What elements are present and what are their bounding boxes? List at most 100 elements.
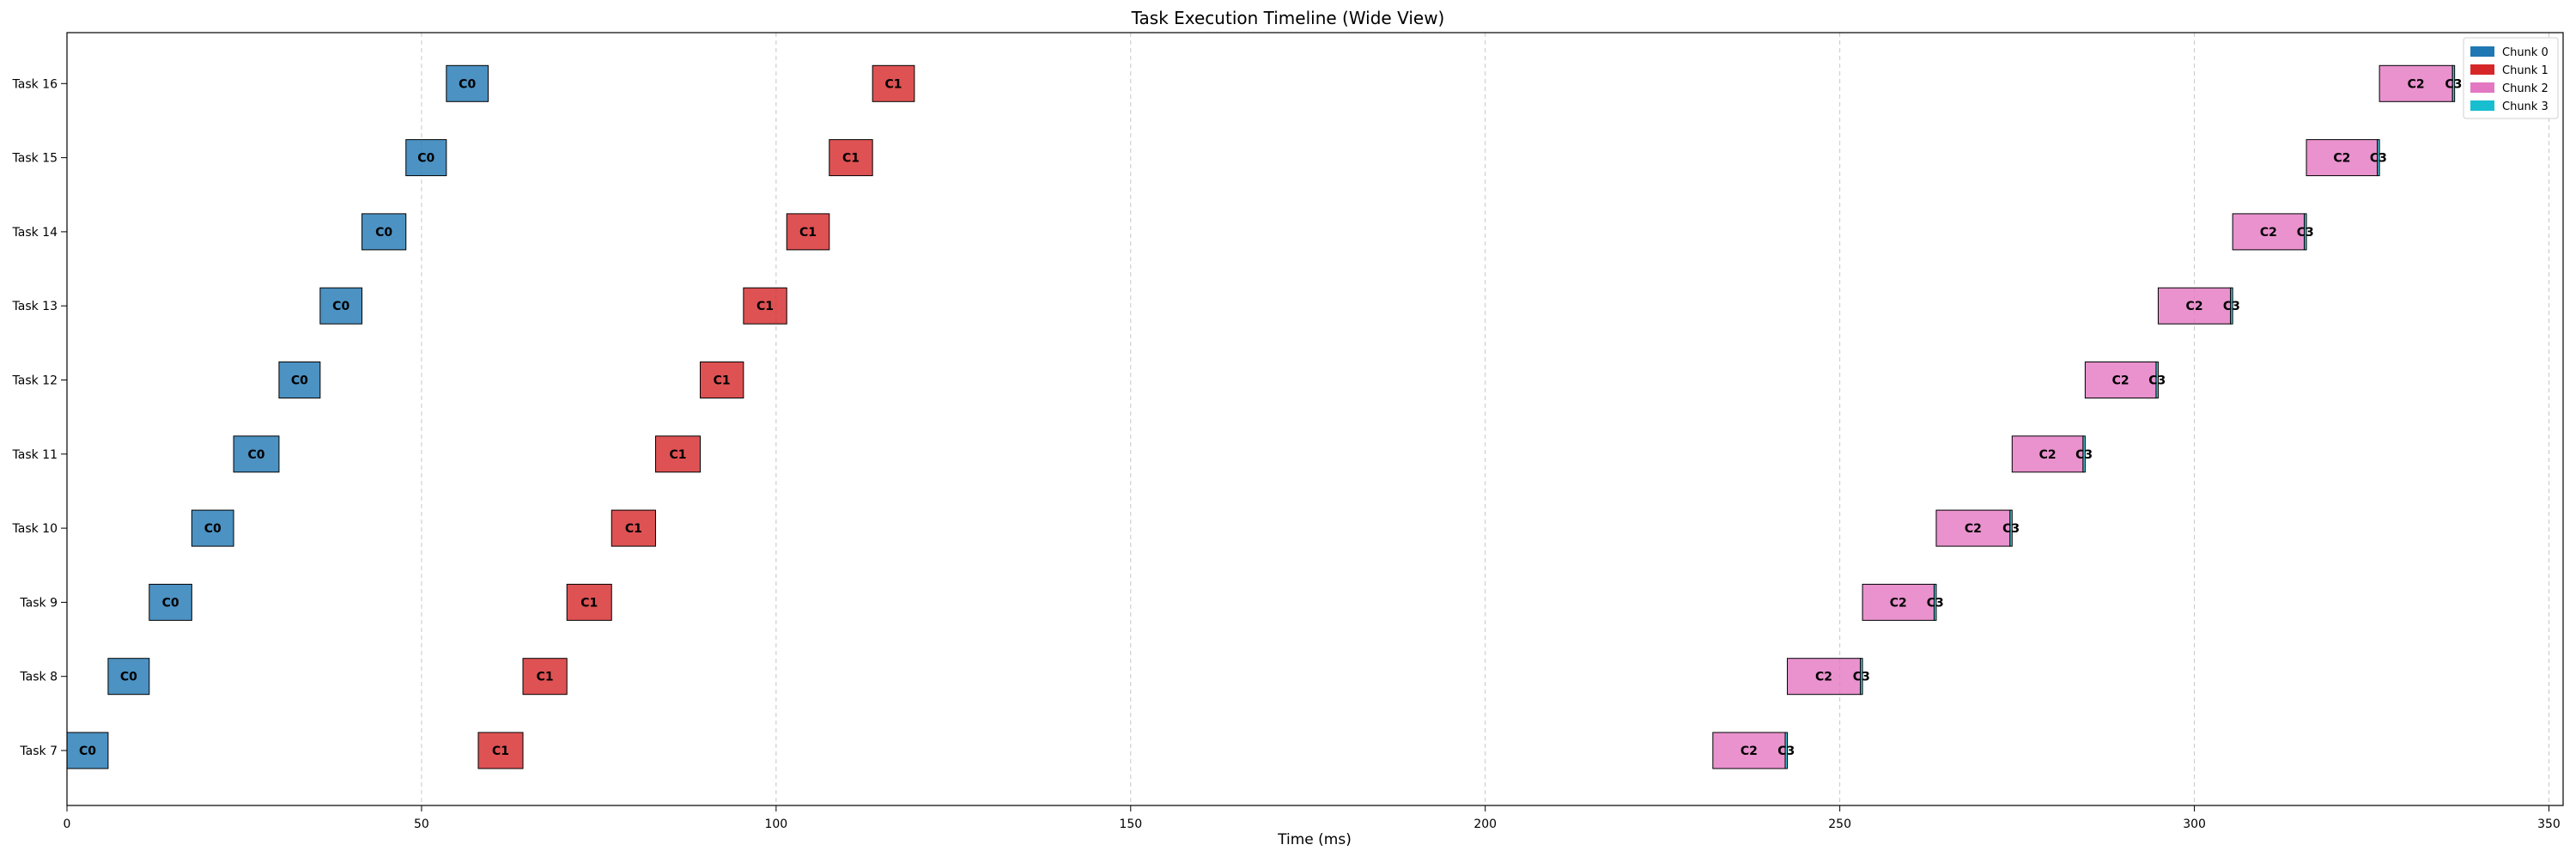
x-tick-label: 200 xyxy=(1473,817,1497,831)
bar-chunk-3 xyxy=(2082,435,2086,473)
bar-label: C0 xyxy=(247,448,264,462)
bar-label: C1 xyxy=(756,300,774,313)
legend-label: Chunk 0 xyxy=(2502,46,2549,59)
bar-label: C1 xyxy=(537,671,554,684)
bar-chunk-3 xyxy=(1784,732,1789,769)
bar-label: C0 xyxy=(162,596,179,610)
bar-label: C0 xyxy=(204,522,222,536)
legend-label: Chunk 2 xyxy=(2502,82,2549,95)
bar-chunk-2 xyxy=(2306,139,2379,177)
bar-chunk-3 xyxy=(1860,658,1863,696)
bar-chunk-0 xyxy=(107,658,150,696)
legend-box xyxy=(2463,37,2559,119)
bar-chunk-3 xyxy=(2304,213,2307,251)
bar-chunk-0 xyxy=(191,509,234,547)
bar-label: C3 xyxy=(2297,226,2314,240)
bar-chunk-1 xyxy=(477,732,524,769)
y-tick-label: Task 16 xyxy=(12,77,58,91)
bar-chunk-2 xyxy=(2011,435,2084,473)
bar-chunk-0 xyxy=(233,435,280,473)
bar-chunk-2 xyxy=(2232,213,2306,251)
bar-label: C2 xyxy=(1890,596,1907,610)
bar-label: C0 xyxy=(332,300,349,313)
legend: Chunk 0 Chunk 1 Chunk 2 Chunk 3 xyxy=(2463,37,2559,119)
x-tick-label: 50 xyxy=(414,817,429,831)
bar-chunk-1 xyxy=(786,213,830,251)
bar-chunk-0 xyxy=(149,583,192,621)
legend-swatch xyxy=(2470,82,2494,93)
bar-chunk-3 xyxy=(2230,287,2233,325)
bar-label: C1 xyxy=(669,448,686,462)
bar-label: C3 xyxy=(2075,448,2093,462)
y-tick-label: Task 12 xyxy=(12,374,58,388)
bar-label: C3 xyxy=(2002,522,2020,536)
bar-chunk-3 xyxy=(2451,64,2456,102)
bar-chunk-2 xyxy=(1935,509,2011,547)
bar-chunk-0 xyxy=(278,362,321,398)
y-tick-label: Task 11 xyxy=(12,448,58,462)
x-tick-label: 150 xyxy=(1119,817,1142,831)
bar-chunk-0 xyxy=(446,64,489,102)
bar-label: C1 xyxy=(799,226,817,240)
x-tick-label: 100 xyxy=(764,817,787,831)
bar-label: C0 xyxy=(79,744,96,758)
x-axis-label: Time (ms) xyxy=(1277,831,1352,848)
bar-label: C1 xyxy=(842,152,860,166)
legend-swatch xyxy=(2470,64,2494,75)
bar-label: C0 xyxy=(375,226,392,240)
bar-label: C2 xyxy=(2039,448,2057,462)
bar-label: C2 xyxy=(1741,744,1758,758)
bar-label: C1 xyxy=(885,77,902,91)
bar-chunk-0 xyxy=(66,732,109,769)
bar-chunk-1 xyxy=(699,362,744,398)
bar-chunk-3 xyxy=(1933,583,1937,621)
bar-label: C3 xyxy=(1927,596,1944,610)
bar-chunk-0 xyxy=(405,139,447,177)
bar-label: C2 xyxy=(2333,152,2350,166)
bar-chunk-1 xyxy=(611,509,656,547)
bar-label: C0 xyxy=(417,152,434,166)
bar-chunk-1 xyxy=(829,139,873,177)
chart-title: Task Execution Timeline (Wide View) xyxy=(1131,8,1445,28)
bar-chunk-3 xyxy=(2009,509,2013,547)
bar-label: C2 xyxy=(1815,671,1832,684)
bar-chunk-3 xyxy=(2377,139,2380,177)
y-tick-label: Task 7 xyxy=(19,744,58,758)
y-tick-label: Task 10 xyxy=(12,522,58,536)
bar-layer: C0 C1 C2 C3 C0 C1 C2 C3 C0 C1 C2 C3 C0 C1 C2 C3 C0 C1 C2 C3… xyxy=(66,64,2462,769)
bar-chunk-1 xyxy=(743,287,787,325)
bar-chunk-1 xyxy=(654,435,701,473)
bar-label: C2 xyxy=(2408,77,2425,91)
bar-chunk-2 xyxy=(2157,287,2232,325)
y-tick-label: Task 14 xyxy=(12,226,58,240)
bar-chunk-0 xyxy=(361,213,407,251)
axis-layer: 0 50 100 150 200 250 300 350 Task 7 Task 8 Task 9 T… xyxy=(12,77,2561,831)
legend-swatch xyxy=(2470,100,2494,111)
y-tick-label: Task 9 xyxy=(19,596,58,610)
x-tick-label: 350 xyxy=(2537,817,2561,831)
bar-chunk-1 xyxy=(872,64,915,102)
bar-label: C2 xyxy=(2186,300,2203,313)
bar-label: C1 xyxy=(492,744,509,758)
legend-swatch xyxy=(2470,46,2494,57)
bar-label: C3 xyxy=(1853,671,1870,684)
bar-label: C2 xyxy=(1965,522,1982,536)
x-tick-label: 250 xyxy=(1828,817,1851,831)
bar-label: C0 xyxy=(291,374,308,388)
plot-frame xyxy=(66,32,2564,806)
bar-label: C1 xyxy=(580,596,598,610)
y-tick-label: Task 15 xyxy=(12,152,58,166)
bar-chunk-0 xyxy=(319,287,363,325)
bar-label: C3 xyxy=(2223,300,2240,313)
bar-label: C1 xyxy=(625,522,642,536)
bar-chunk-1 xyxy=(522,658,568,696)
bar-chunk-2 xyxy=(2084,362,2157,398)
bar-chunk-2 xyxy=(1787,658,1862,696)
bar-label: C3 xyxy=(2370,152,2387,166)
y-tick-label: Task 8 xyxy=(19,671,58,684)
bar-label: C1 xyxy=(714,374,731,388)
bar-chunk-3 xyxy=(2155,362,2159,398)
bar-label: C2 xyxy=(2260,226,2277,240)
